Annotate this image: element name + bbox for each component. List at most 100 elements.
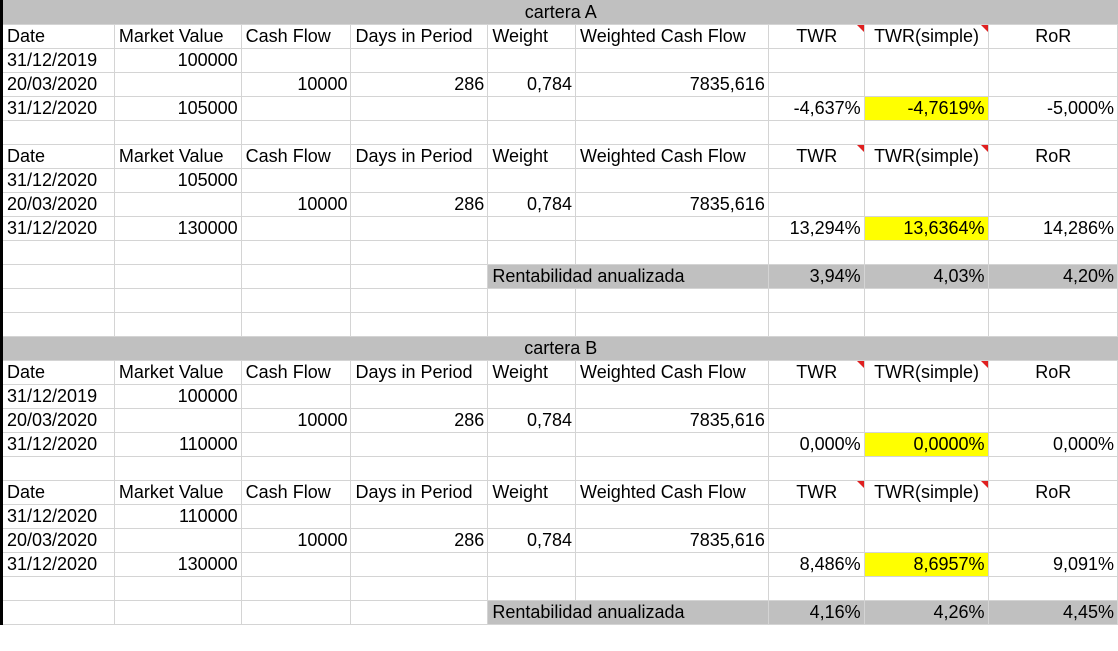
header-cell-cash-flow[interactable]: Cash Flow (241, 360, 352, 385)
header-cell-date[interactable]: Date (0, 360, 115, 385)
cell-market-value[interactable]: 105000 (114, 96, 242, 121)
header-cell-twr-simple[interactable]: TWR(simple) (864, 480, 989, 505)
cell-twr-simple[interactable]: 0,0000% (864, 432, 989, 457)
empty-cell[interactable] (350, 312, 489, 337)
cell-ror[interactable] (988, 48, 1118, 73)
empty-cell[interactable] (487, 240, 577, 265)
cell-ror[interactable] (988, 528, 1118, 553)
empty-cell[interactable] (0, 120, 115, 145)
cell-twr[interactable]: -4,637% (768, 96, 865, 121)
header-cell-weight[interactable]: Weight (487, 24, 577, 49)
annualized-twr-simple-cell[interactable]: 4,03% (864, 264, 989, 289)
cell-date[interactable]: 20/03/2020 (0, 192, 115, 217)
header-cell-twr-simple[interactable]: TWR(simple) (864, 24, 989, 49)
header-cell-wcf[interactable]: Weighted Cash Flow (575, 144, 769, 169)
cell-twr[interactable] (768, 528, 865, 553)
empty-cell[interactable] (487, 456, 577, 481)
empty-cell[interactable] (241, 264, 352, 289)
empty-cell[interactable] (114, 576, 242, 601)
empty-cell[interactable] (575, 576, 769, 601)
cell-days[interactable] (350, 168, 489, 193)
cell-twr[interactable] (768, 384, 865, 409)
cell-cash-flow[interactable] (241, 48, 352, 73)
header-cell-wcf[interactable]: Weighted Cash Flow (575, 480, 769, 505)
cell-twr[interactable]: 0,000% (768, 432, 865, 457)
header-cell-weight[interactable]: Weight (487, 480, 577, 505)
header-cell-days[interactable]: Days in Period (350, 480, 489, 505)
header-cell-ror[interactable]: RoR (988, 144, 1118, 169)
cell-cash-flow[interactable]: 10000 (241, 408, 352, 433)
cell-date[interactable]: 31/12/2019 (0, 48, 115, 73)
empty-cell[interactable] (575, 240, 769, 265)
cell-weight[interactable] (487, 168, 577, 193)
empty-cell[interactable] (241, 312, 352, 337)
empty-cell[interactable] (864, 240, 989, 265)
cell-date[interactable]: 31/12/2020 (0, 216, 115, 241)
empty-cell[interactable] (114, 264, 242, 289)
empty-cell[interactable] (0, 288, 115, 313)
empty-cell[interactable] (988, 576, 1118, 601)
cell-date[interactable]: 31/12/2020 (0, 432, 115, 457)
header-cell-cash-flow[interactable]: Cash Flow (241, 144, 352, 169)
cell-market-value[interactable]: 130000 (114, 552, 242, 577)
cell-twr-simple[interactable] (864, 48, 989, 73)
empty-cell[interactable] (241, 600, 352, 625)
empty-cell[interactable] (487, 576, 577, 601)
cell-date[interactable]: 31/12/2019 (0, 384, 115, 409)
header-cell-market-value[interactable]: Market Value (114, 24, 242, 49)
cell-wcf[interactable] (575, 552, 769, 577)
cell-wcf[interactable]: 7835,616 (575, 408, 769, 433)
cell-ror[interactable] (988, 504, 1118, 529)
cell-market-value[interactable] (114, 72, 242, 97)
empty-cell[interactable] (241, 456, 352, 481)
cell-wcf[interactable] (575, 216, 769, 241)
empty-cell[interactable] (768, 288, 865, 313)
empty-cell[interactable] (350, 600, 489, 625)
cell-market-value[interactable] (114, 528, 242, 553)
cell-twr[interactable]: 8,486% (768, 552, 865, 577)
cell-weight[interactable] (487, 432, 577, 457)
cell-market-value[interactable]: 100000 (114, 384, 242, 409)
header-cell-market-value[interactable]: Market Value (114, 480, 242, 505)
empty-cell[interactable] (768, 240, 865, 265)
header-cell-weight[interactable]: Weight (487, 144, 577, 169)
cell-twr[interactable] (768, 504, 865, 529)
cell-wcf[interactable] (575, 384, 769, 409)
cell-twr-simple[interactable] (864, 384, 989, 409)
cell-weight[interactable] (487, 48, 577, 73)
header-cell-wcf[interactable]: Weighted Cash Flow (575, 24, 769, 49)
empty-cell[interactable] (114, 312, 242, 337)
empty-cell[interactable] (487, 120, 577, 145)
cell-ror[interactable] (988, 408, 1118, 433)
header-cell-cash-flow[interactable]: Cash Flow (241, 24, 352, 49)
empty-cell[interactable] (864, 576, 989, 601)
cell-market-value[interactable]: 130000 (114, 216, 242, 241)
header-cell-twr[interactable]: TWR (768, 144, 865, 169)
cell-weight[interactable]: 0,784 (487, 408, 577, 433)
cell-cash-flow[interactable]: 10000 (241, 72, 352, 97)
empty-cell[interactable] (114, 600, 242, 625)
header-cell-wcf[interactable]: Weighted Cash Flow (575, 360, 769, 385)
header-cell-date[interactable]: Date (0, 144, 115, 169)
cell-days[interactable]: 286 (350, 408, 489, 433)
cell-market-value[interactable]: 105000 (114, 168, 242, 193)
cell-days[interactable]: 286 (350, 192, 489, 217)
empty-cell[interactable] (0, 240, 115, 265)
annualized-ror-cell[interactable]: 4,45% (988, 600, 1118, 625)
cell-market-value[interactable]: 110000 (114, 432, 242, 457)
cell-days[interactable] (350, 96, 489, 121)
cell-twr-simple[interactable]: 13,6364% (864, 216, 989, 241)
cell-weight[interactable]: 0,784 (487, 72, 577, 97)
empty-cell[interactable] (241, 240, 352, 265)
header-cell-market-value[interactable]: Market Value (114, 144, 242, 169)
cell-date[interactable]: 20/03/2020 (0, 72, 115, 97)
cell-ror[interactable] (988, 168, 1118, 193)
cell-weight[interactable] (487, 216, 577, 241)
annualized-twr-simple-cell[interactable]: 4,26% (864, 600, 989, 625)
cell-twr[interactable]: 13,294% (768, 216, 865, 241)
empty-cell[interactable] (988, 288, 1118, 313)
header-cell-ror[interactable]: RoR (988, 360, 1118, 385)
empty-cell[interactable] (575, 456, 769, 481)
empty-cell[interactable] (864, 120, 989, 145)
header-cell-twr[interactable]: TWR (768, 480, 865, 505)
